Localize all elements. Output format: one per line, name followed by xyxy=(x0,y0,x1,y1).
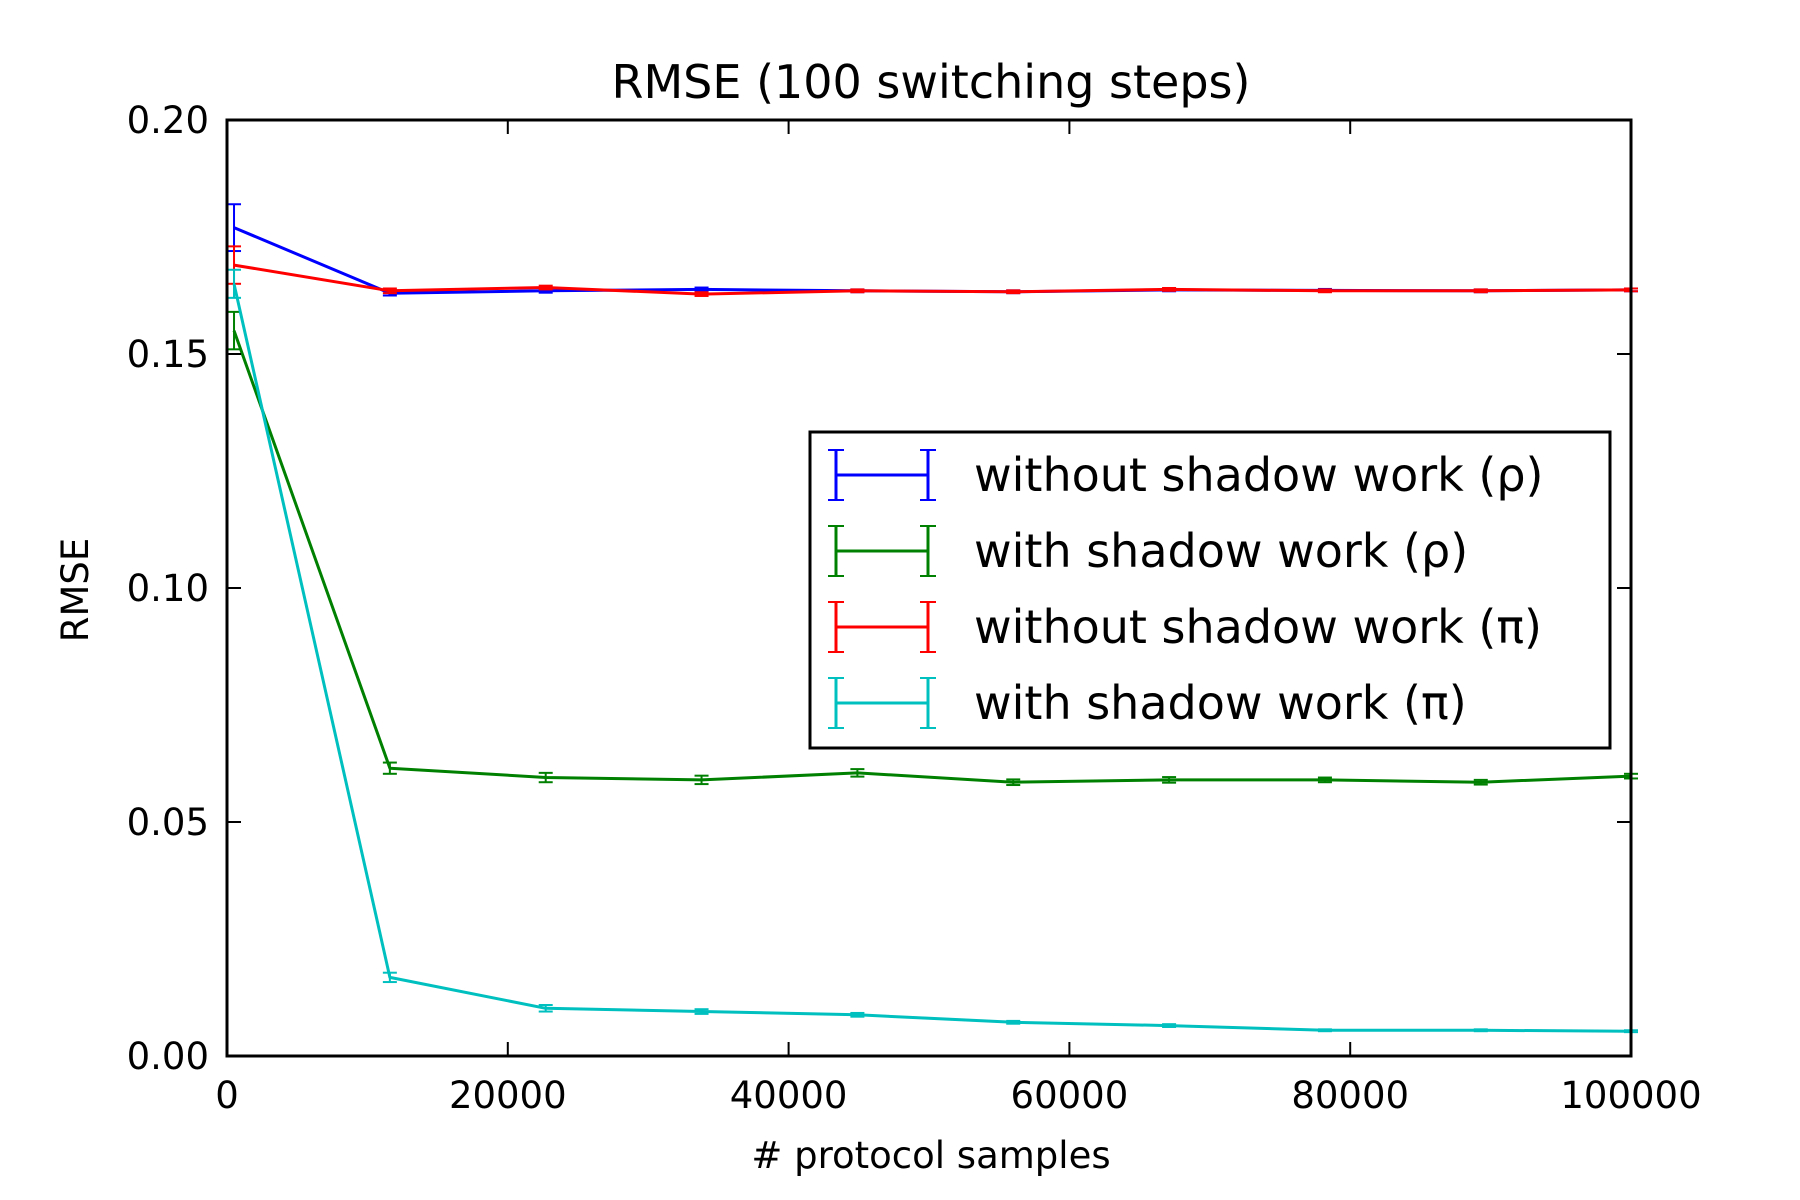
x-tick-label: 20000 xyxy=(449,1074,567,1117)
y-tick-label: 0.15 xyxy=(127,333,209,376)
y-tick-label: 0.20 xyxy=(127,99,209,142)
series-line xyxy=(232,283,1632,1033)
plot-area xyxy=(227,203,1638,1034)
x-tick-label: 40000 xyxy=(730,1074,848,1117)
x-tick-label: 60000 xyxy=(1011,1074,1129,1117)
axis-ticks: 0 20000 40000 60000 80000 100000 0.00 0.05 0.10 0… xyxy=(127,99,1702,1117)
x-axis-label: # protocol samples xyxy=(751,1134,1110,1177)
series-2 xyxy=(227,310,1638,787)
legend-label: with shadow work (ρ) xyxy=(974,524,1468,578)
series-line xyxy=(233,226,1632,295)
legend-box xyxy=(808,430,1612,750)
y-axis-label: RMSE xyxy=(54,538,97,643)
series-1 xyxy=(227,203,1638,297)
y-tick-label: 0.05 xyxy=(127,801,209,844)
x-tick-label: 80000 xyxy=(1291,1074,1409,1117)
legend: without shadow work (ρ) with shadow work … xyxy=(808,430,1612,750)
series-line xyxy=(232,330,1632,784)
y-tick-label: 0.00 xyxy=(127,1035,209,1078)
y-tick-label: 0.10 xyxy=(127,567,209,610)
series-line xyxy=(233,263,1632,296)
chart-title: RMSE (100 switching steps) xyxy=(612,55,1251,109)
legend-label: with shadow work (π) xyxy=(974,676,1467,730)
series-3 xyxy=(227,245,1638,297)
series-4 xyxy=(227,268,1638,1034)
legend-label: without shadow work (π) xyxy=(974,600,1542,654)
x-tick-label: 100000 xyxy=(1560,1074,1701,1117)
legend-label: without shadow work (ρ) xyxy=(974,448,1543,502)
x-tick-label: 0 xyxy=(215,1074,239,1117)
